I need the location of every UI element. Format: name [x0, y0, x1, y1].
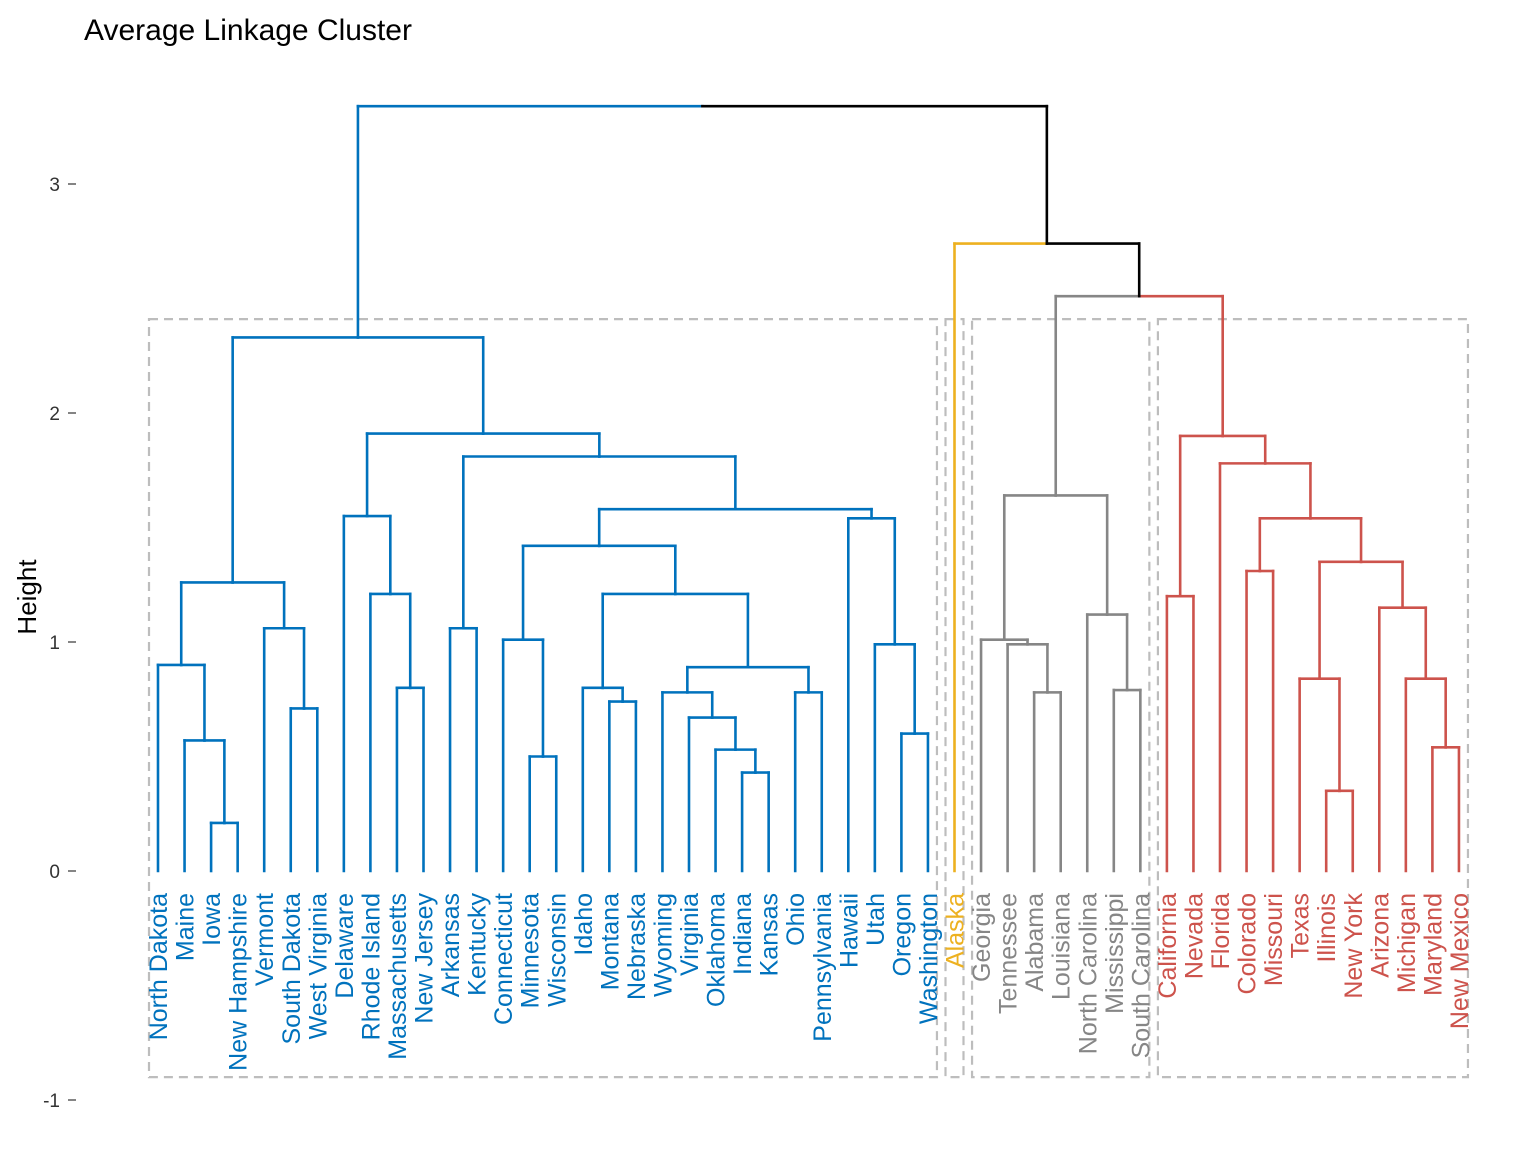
- leaf-label: Wyoming: [649, 893, 677, 997]
- leaf-label: Kansas: [756, 893, 784, 976]
- leaf-label: Pennsylvania: [809, 893, 837, 1042]
- leaf-label: Virginia: [676, 893, 704, 976]
- leaf-label: Kentucky: [464, 893, 492, 996]
- leaf-label: West Virginia: [304, 893, 332, 1039]
- y-tick-label: 0: [49, 862, 60, 883]
- leaf-label: Montana: [596, 893, 624, 990]
- leaf-label: Delaware: [331, 893, 359, 999]
- leaf-label: North Carolina: [1074, 893, 1102, 1054]
- leaf-label: Rhode Island: [357, 893, 385, 1040]
- leaf-label: Texas: [1287, 893, 1315, 958]
- leaf-label: Maryland: [1419, 893, 1447, 996]
- dendrogram-links: [156, 104, 1461, 873]
- chart-title: Average Linkage Cluster: [84, 14, 412, 47]
- leaf-label: Arkansas: [437, 893, 465, 997]
- leaf-label: South Carolina: [1127, 893, 1155, 1058]
- leaf-label: Arizona: [1366, 893, 1394, 978]
- leaf-label: Idaho: [570, 893, 598, 956]
- leaf-label: Louisiana: [1048, 893, 1076, 1000]
- leaf-label: South Dakota: [278, 893, 306, 1045]
- leaf-label: Washington: [915, 893, 943, 1024]
- y-tick-label: 2: [49, 404, 60, 425]
- leaf-label: Tennessee: [995, 893, 1023, 1014]
- leaf-label: Missouri: [1260, 893, 1288, 986]
- y-tick-label: 3: [49, 175, 60, 196]
- leaf-label: North Dakota: [145, 893, 173, 1040]
- leaf-label: Alaska: [942, 893, 970, 968]
- leaf-label: Mississippi: [1101, 893, 1129, 1014]
- leaf-label: Maine: [172, 893, 200, 961]
- cluster-rectangle: [970, 318, 1151, 1079]
- leaf-label: Alabama: [1021, 893, 1049, 992]
- leaf-label: Minnesota: [517, 893, 545, 1008]
- leaf-label: Nebraska: [623, 893, 651, 1000]
- leaf-label: Oregon: [888, 893, 916, 976]
- y-axis-label: Height: [12, 559, 42, 635]
- leaf-label: New York: [1340, 893, 1368, 999]
- leaf-label: Connecticut: [490, 893, 518, 1025]
- leaf-label: Indiana: [729, 893, 757, 975]
- leaf-label: Illinois: [1313, 893, 1341, 962]
- leaf-label: Georgia: [968, 893, 996, 982]
- leaf-label: Iowa: [198, 893, 226, 946]
- leaf-label: Nevada: [1180, 893, 1208, 979]
- y-axis: -1 0 1 2 3: [43, 175, 76, 1112]
- leaf-label: Wisconsin: [543, 893, 571, 1007]
- y-tick-label: 1: [49, 633, 60, 654]
- leaf-label: Florida: [1207, 893, 1235, 970]
- leaf-label: New Hampshire: [225, 893, 253, 1071]
- leaf-label: Vermont: [251, 893, 279, 986]
- y-tick-label: -1: [43, 1091, 60, 1112]
- leaf-label: Michigan: [1393, 893, 1421, 993]
- leaf-label: Massachusetts: [384, 893, 412, 1060]
- leaf-label: Colorado: [1234, 893, 1262, 994]
- leaf-label: Ohio: [782, 893, 810, 946]
- cluster-rectangle: [147, 318, 939, 1079]
- leaf-label: Hawaii: [835, 893, 863, 968]
- leaf-label: Oklahoma: [703, 893, 731, 1007]
- cluster-rectangle: [1156, 318, 1470, 1079]
- leaf-label: California: [1154, 893, 1182, 999]
- leaf-label: Utah: [862, 893, 890, 946]
- leaf-label: New Mexico: [1446, 893, 1474, 1029]
- leaf-label: New Jersey: [411, 893, 439, 1024]
